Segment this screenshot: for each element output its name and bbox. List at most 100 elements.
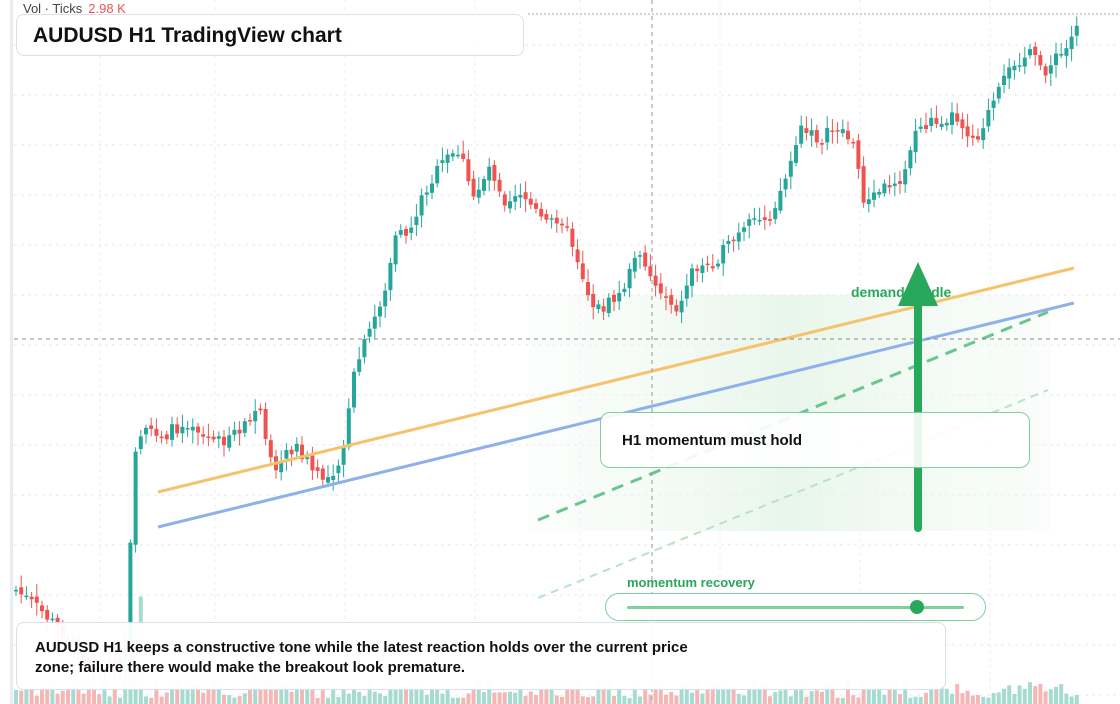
- candle[interactable]: [476, 177, 481, 204]
- candle[interactable]: [237, 421, 242, 446]
- candle[interactable]: [908, 146, 913, 176]
- candle[interactable]: [627, 263, 632, 298]
- candle[interactable]: [440, 147, 445, 173]
- candle[interactable]: [820, 138, 824, 155]
- candle[interactable]: [846, 121, 850, 145]
- candle[interactable]: [757, 207, 762, 226]
- candle[interactable]: [830, 119, 835, 144]
- candle[interactable]: [996, 82, 1001, 104]
- candle[interactable]: [1054, 42, 1058, 78]
- candle[interactable]: [164, 430, 169, 445]
- candle[interactable]: [814, 124, 819, 148]
- candle[interactable]: [596, 300, 601, 314]
- candle[interactable]: [456, 145, 460, 159]
- candle[interactable]: [976, 128, 980, 143]
- candle[interactable]: [632, 251, 637, 279]
- candle[interactable]: [856, 134, 861, 179]
- candle[interactable]: [887, 175, 892, 194]
- candle[interactable]: [835, 122, 840, 144]
- candle[interactable]: [1059, 43, 1064, 58]
- candle[interactable]: [471, 170, 476, 200]
- candle[interactable]: [783, 174, 788, 198]
- candle[interactable]: [690, 263, 694, 298]
- candle[interactable]: [227, 426, 232, 452]
- candle[interactable]: [658, 273, 663, 300]
- candle[interactable]: [40, 600, 44, 619]
- candle[interactable]: [840, 119, 845, 137]
- candle[interactable]: [430, 174, 434, 200]
- candle[interactable]: [1033, 41, 1038, 66]
- candle[interactable]: [216, 431, 221, 449]
- candle[interactable]: [508, 190, 512, 214]
- candle[interactable]: [554, 209, 559, 233]
- candle[interactable]: [196, 422, 200, 446]
- candle[interactable]: [372, 304, 377, 339]
- candle[interactable]: [404, 225, 408, 244]
- momentum-recovery-thumb[interactable]: [909, 600, 924, 614]
- candle[interactable]: [419, 188, 424, 228]
- candle[interactable]: [1038, 50, 1043, 71]
- candle[interactable]: [872, 179, 876, 208]
- candle[interactable]: [695, 264, 700, 282]
- candle[interactable]: [248, 413, 252, 426]
- candle[interactable]: [679, 290, 684, 323]
- candle[interactable]: [731, 236, 736, 252]
- candle[interactable]: [570, 222, 575, 257]
- candle[interactable]: [560, 218, 564, 234]
- candle[interactable]: [965, 114, 970, 148]
- candle[interactable]: [144, 424, 148, 444]
- candle[interactable]: [242, 418, 247, 438]
- candle[interactable]: [154, 418, 159, 443]
- candle[interactable]: [310, 446, 315, 480]
- candle[interactable]: [939, 116, 944, 131]
- candle[interactable]: [742, 221, 746, 241]
- candle[interactable]: [1069, 25, 1074, 62]
- candle[interactable]: [539, 202, 544, 221]
- candle[interactable]: [747, 213, 752, 239]
- candle[interactable]: [591, 284, 596, 320]
- candle[interactable]: [279, 450, 284, 481]
- candle[interactable]: [903, 160, 908, 193]
- candle[interactable]: [534, 198, 538, 214]
- candle[interactable]: [222, 429, 226, 457]
- candle[interactable]: [716, 259, 720, 270]
- candle[interactable]: [315, 459, 320, 479]
- candle[interactable]: [34, 584, 39, 616]
- candle[interactable]: [289, 445, 294, 467]
- candle[interactable]: [606, 293, 611, 318]
- candle[interactable]: [669, 288, 674, 314]
- candle[interactable]: [149, 417, 154, 437]
- candle[interactable]: [866, 187, 871, 213]
- candle[interactable]: [357, 346, 362, 376]
- candle[interactable]: [253, 399, 258, 434]
- candle[interactable]: [258, 403, 263, 415]
- candle[interactable]: [700, 258, 705, 283]
- candle[interactable]: [378, 301, 382, 328]
- candle[interactable]: [414, 204, 419, 236]
- candle[interactable]: [435, 159, 440, 188]
- candle[interactable]: [617, 280, 622, 310]
- candle[interactable]: [970, 124, 975, 146]
- candle[interactable]: [175, 417, 180, 438]
- candle[interactable]: [612, 289, 616, 312]
- candle[interactable]: [346, 398, 351, 451]
- candle[interactable]: [752, 208, 757, 225]
- candle[interactable]: [653, 264, 658, 297]
- candle[interactable]: [1048, 55, 1053, 86]
- candle[interactable]: [1028, 44, 1032, 59]
- candle[interactable]: [1074, 16, 1079, 47]
- candle[interactable]: [305, 451, 310, 465]
- candle[interactable]: [549, 214, 554, 229]
- candle[interactable]: [336, 459, 341, 483]
- candle[interactable]: [284, 443, 289, 471]
- candle[interactable]: [705, 255, 710, 272]
- candle[interactable]: [1043, 63, 1048, 84]
- candle[interactable]: [450, 149, 455, 161]
- candle[interactable]: [825, 116, 830, 151]
- candle[interactable]: [773, 201, 778, 225]
- candle[interactable]: [294, 437, 299, 459]
- candle[interactable]: [513, 184, 518, 211]
- candle[interactable]: [487, 157, 492, 192]
- candle[interactable]: [934, 105, 939, 129]
- candle[interactable]: [170, 416, 174, 447]
